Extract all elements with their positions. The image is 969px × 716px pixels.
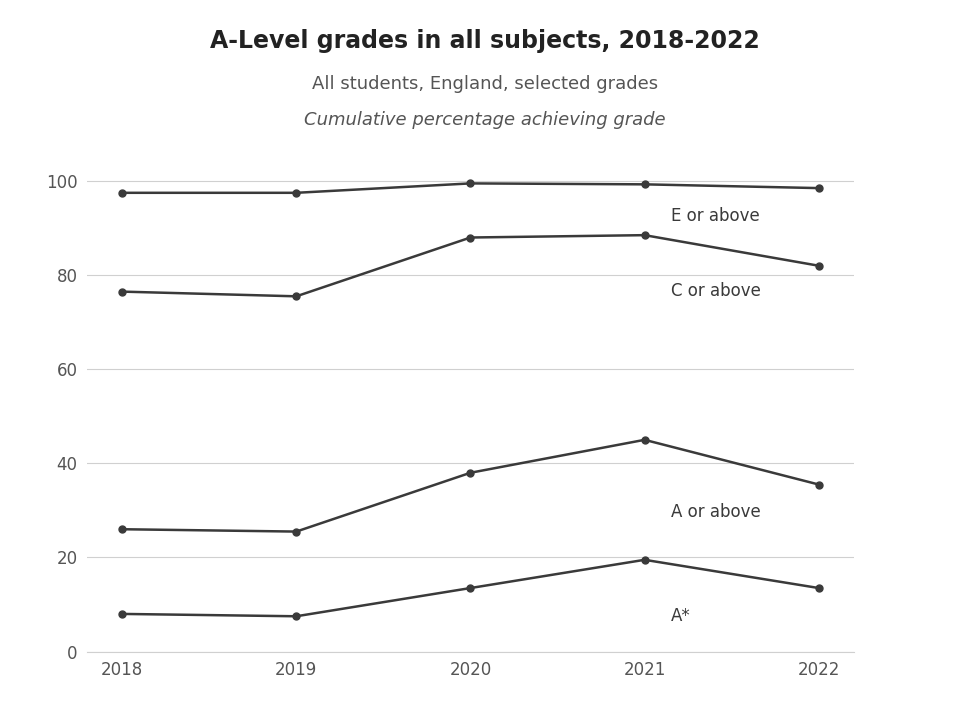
- Text: Cumulative percentage achieving grade: Cumulative percentage achieving grade: [304, 111, 665, 129]
- Text: A-Level grades in all subjects, 2018-2022: A-Level grades in all subjects, 2018-202…: [210, 29, 759, 53]
- Text: C or above: C or above: [670, 282, 760, 300]
- Text: All students, England, selected grades: All students, England, selected grades: [312, 75, 657, 93]
- Text: A or above: A or above: [670, 503, 760, 521]
- Text: A*: A*: [670, 607, 690, 625]
- Text: E or above: E or above: [670, 207, 759, 225]
